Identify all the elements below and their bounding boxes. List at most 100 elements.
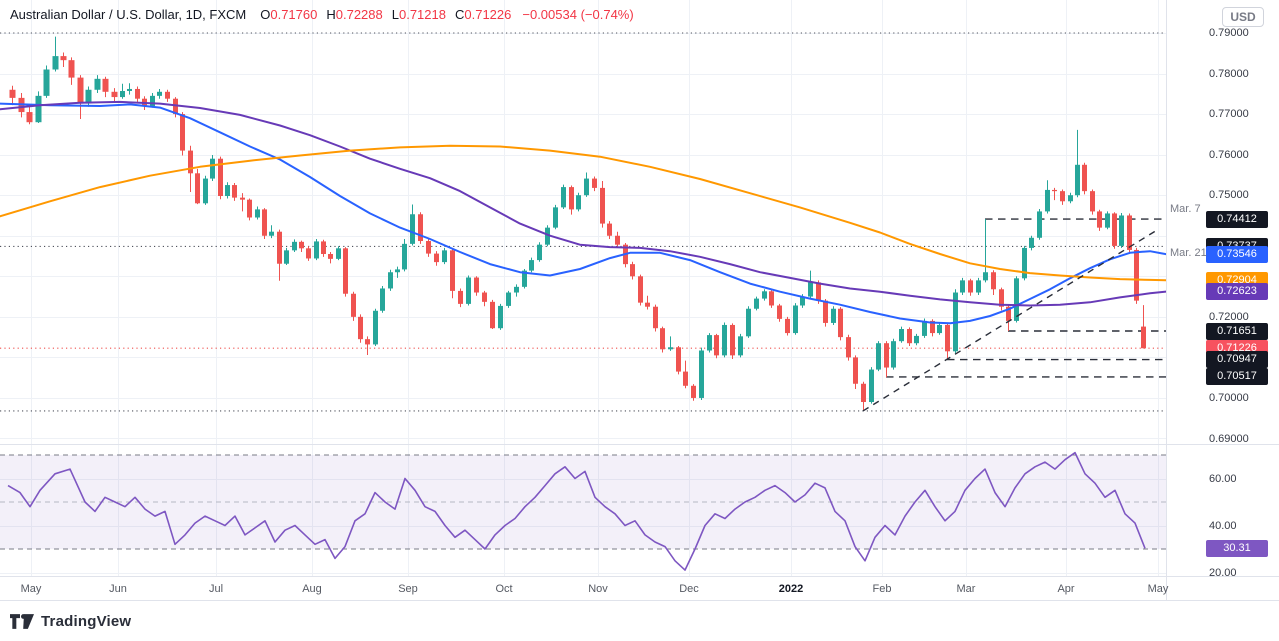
candle [135,86,140,104]
candle [668,336,673,351]
candle [861,381,866,411]
ma-mid-line[interactable] [0,100,1166,307]
candle [232,183,237,201]
price-axis-label: 0.72000 [1209,310,1249,323]
candle [292,239,297,252]
candle [738,333,743,358]
candle [730,323,735,360]
rsi-axis-label: 20.00 [1209,566,1237,579]
candle [976,277,981,295]
candle [388,269,393,291]
main-pane[interactable] [0,32,1166,412]
candle [638,274,643,306]
currency-badge[interactable]: USD [1222,7,1264,27]
candle [277,229,282,281]
candle [569,185,574,215]
candle [1029,235,1034,251]
candle [785,316,790,336]
candle [899,326,904,343]
price-axis-label: 0.75000 [1209,189,1249,202]
candle [52,36,59,72]
candle [306,246,311,261]
candle [1112,212,1117,249]
drawing-date-label: Mar. 7 [1170,203,1201,215]
tradingview-logo-icon[interactable] [10,614,34,629]
candle [247,198,252,221]
price-label-0.72623: 0.72623 [1206,283,1268,301]
ohlc-high: H0.72288 [326,6,383,22]
time-axis-label-Sep: Sep [398,583,418,595]
candle [653,304,658,332]
candle [120,83,125,99]
candle [1052,187,1057,201]
trendline[interactable] [862,229,1158,412]
candle [699,347,704,400]
rsi-pane[interactable] [0,451,1166,571]
ma-slow-line[interactable] [0,144,1166,282]
rsi-value-label: 30.31 [1206,539,1268,557]
time-axis-label-Mar: Mar [956,583,976,595]
candle [968,278,973,296]
rsi-axis-label: 60.00 [1209,472,1237,485]
candle [165,89,170,102]
candle [983,219,988,283]
candle [592,176,597,192]
candle [1127,213,1132,254]
chart-svg[interactable] [0,0,1279,601]
candle [506,290,511,308]
ma-fast-line[interactable] [0,102,1166,325]
candle [676,346,681,375]
candle [607,221,612,239]
candle [410,204,415,246]
candle [960,277,965,295]
candle [762,289,767,301]
candle [838,307,843,341]
candle [284,247,289,265]
time-axis-label-Feb: Feb [872,583,892,595]
candle [1037,208,1042,240]
footer-bar: TradingView [0,602,1279,641]
candle [869,367,874,404]
candle [482,290,487,307]
time-axis-label-Nov: Nov [588,583,608,595]
candle [210,155,215,182]
candle [722,322,727,358]
time-axis-label-2022: 2022 [778,583,804,595]
candle [9,85,16,106]
candle [328,251,333,264]
candle [707,333,712,353]
change-value: −0.00534 (−0.74%) [522,6,634,22]
candle [660,326,665,353]
candle [537,242,542,262]
candle [150,93,155,108]
price-axis-label: 0.69000 [1209,432,1249,445]
candle [1082,162,1087,195]
candle [195,168,200,205]
candle [945,323,950,360]
candle [458,288,463,308]
candle [891,338,896,370]
price-chart-canvas[interactable] [0,0,1279,606]
candle [358,314,363,343]
candle [321,239,326,257]
candle [1068,192,1073,204]
candle [1119,213,1124,248]
symbol-legend[interactable]: Australian Dollar / U.S. Dollar, 1D, FXC… [10,6,634,22]
candle [418,212,423,244]
price-label-0.74412: 0.74412 [1206,210,1268,228]
candle [914,333,919,346]
candle [777,303,782,322]
time-axis-label-Jul: Jul [208,583,224,595]
candle [937,322,942,335]
tradingview-brand[interactable]: TradingView [41,613,132,630]
price-axis-label: 0.76000 [1209,148,1249,161]
grid [0,0,1166,577]
candle [529,257,534,273]
candle [823,299,828,327]
candle [225,182,230,199]
candle [1090,189,1095,215]
time-axis-label-Oct: Oct [495,583,513,595]
candle [343,247,348,297]
rsi-line[interactable] [7,451,1146,571]
time-axis-label-Jun: Jun [109,583,127,595]
